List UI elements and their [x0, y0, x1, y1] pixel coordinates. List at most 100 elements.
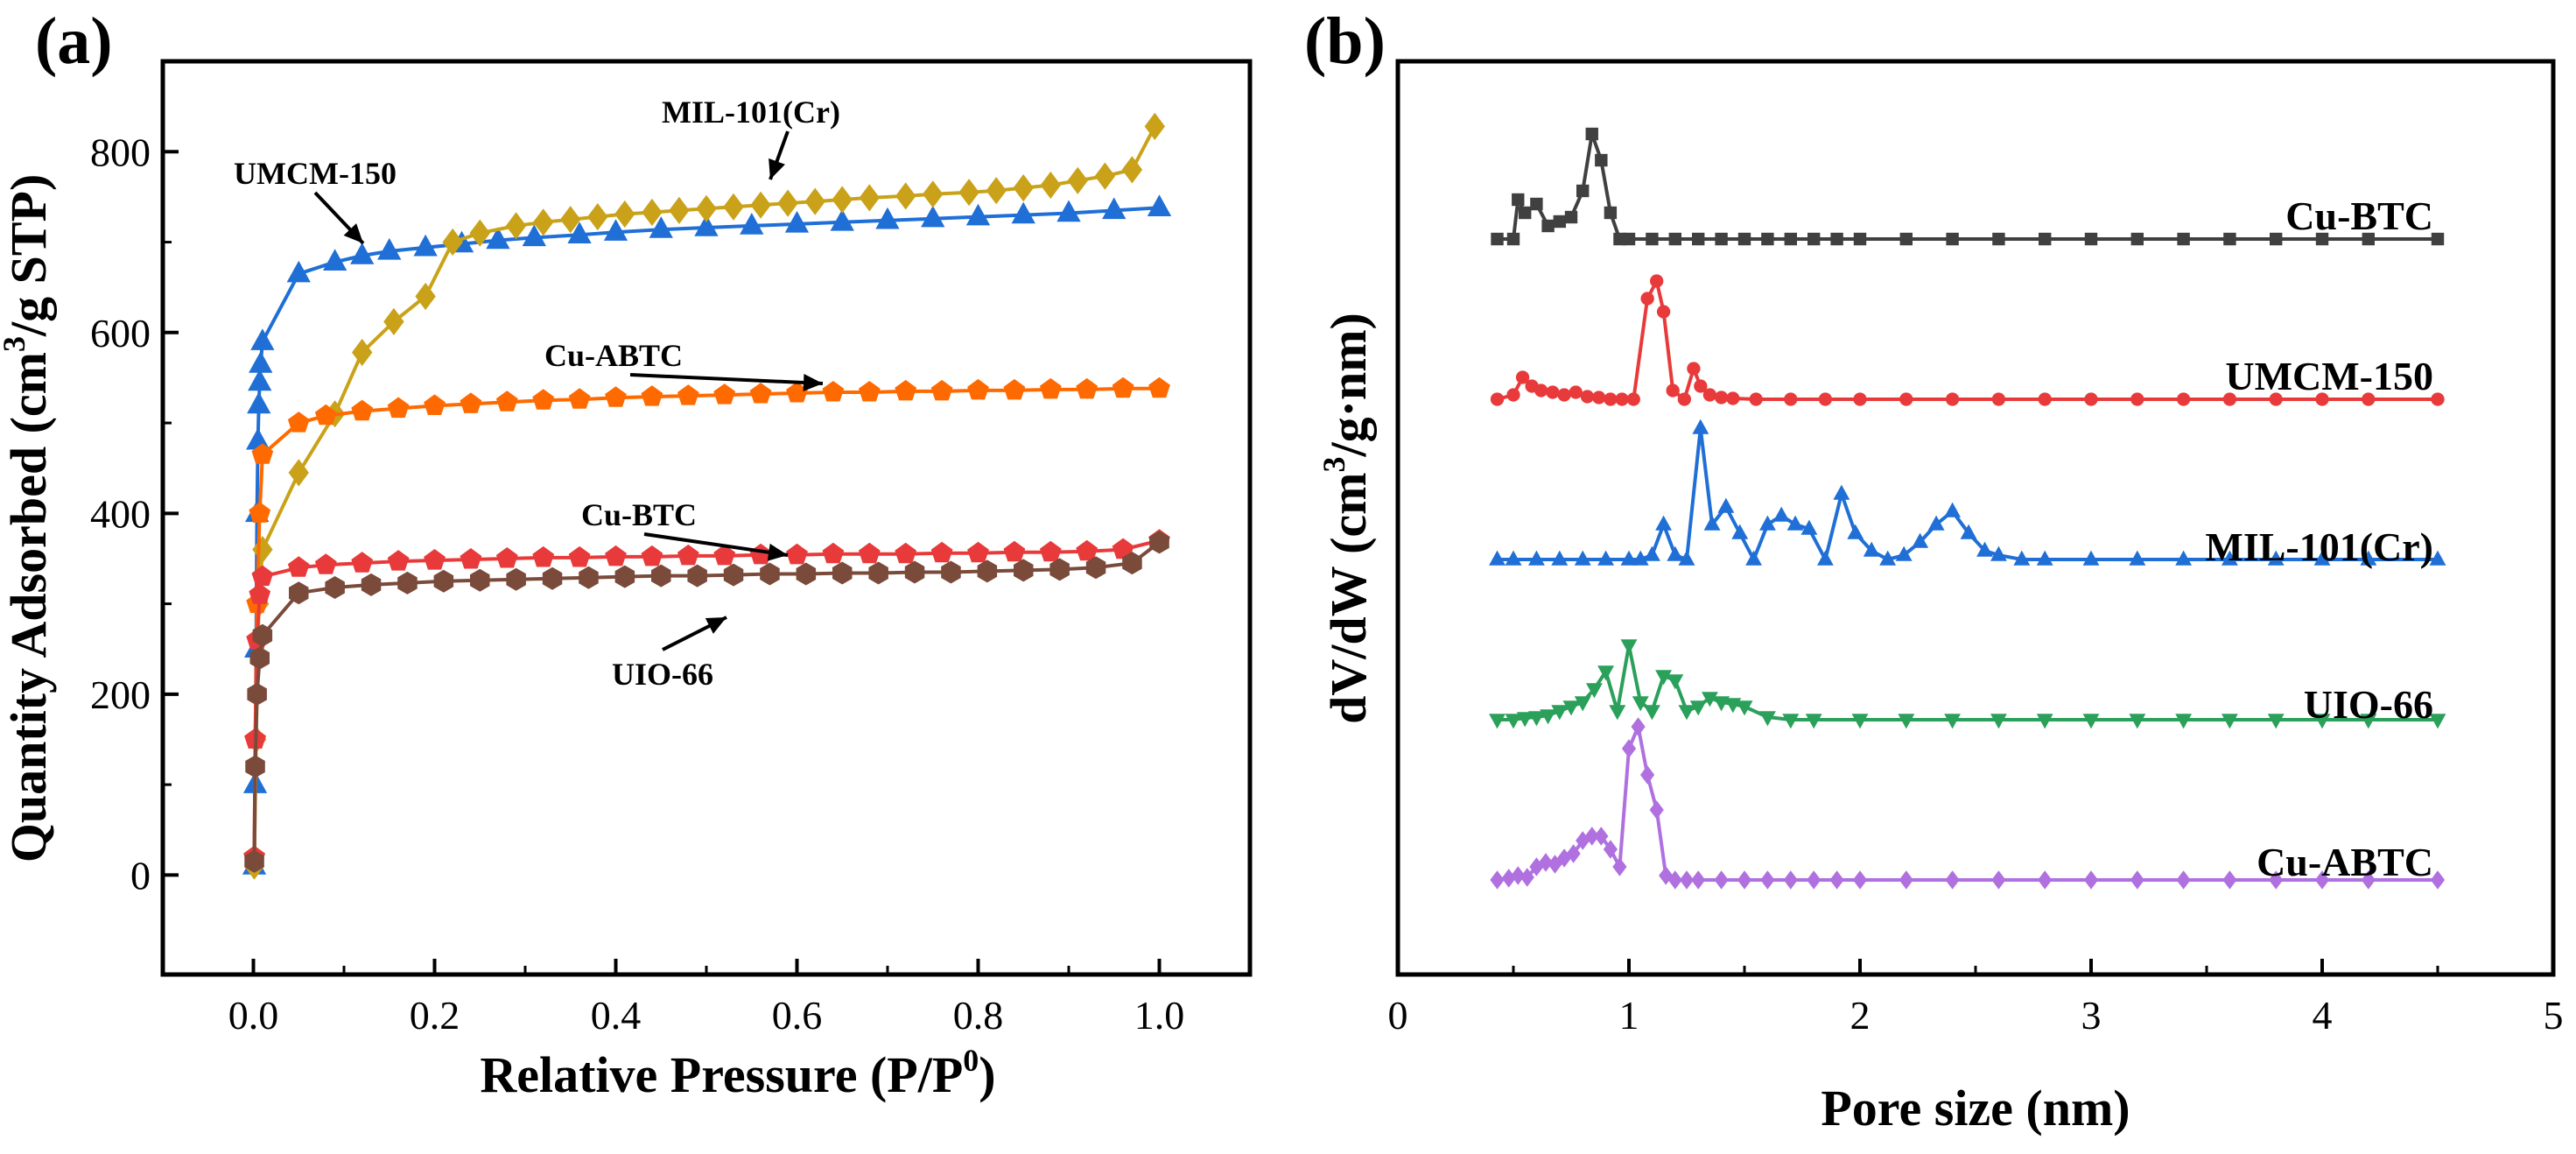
data-point [1912, 532, 1929, 548]
data-point [967, 378, 989, 400]
data-point [532, 545, 555, 567]
data-point [1489, 714, 1506, 729]
data-point [1003, 540, 1026, 562]
data-point [287, 556, 310, 577]
data-point [858, 542, 881, 564]
data-point [669, 196, 690, 224]
data-point [875, 207, 900, 229]
data-point [2315, 392, 2329, 406]
panel-b-ticks: 0 1 2 3 4 5 [1388, 959, 2564, 1038]
data-point [642, 198, 663, 227]
y-tick-label: 800 [90, 130, 151, 174]
y-tick-label: 600 [90, 311, 151, 355]
data-point [2269, 870, 2284, 890]
data-point [930, 541, 953, 563]
data-point [1603, 840, 1618, 859]
series-line [252, 125, 1157, 867]
data-point [1548, 855, 1562, 874]
data-point [1737, 232, 1751, 246]
data-point [1692, 232, 1705, 246]
data-point [1534, 383, 1548, 398]
data-point [377, 237, 402, 260]
data-point [1112, 538, 1134, 559]
data-point [1584, 827, 1599, 846]
data-point [694, 215, 719, 236]
data-point [1946, 232, 1959, 246]
data-point [1515, 370, 1530, 384]
data-point [587, 203, 608, 231]
y-tick-label: 0 [130, 853, 151, 897]
data-point [1490, 392, 1505, 406]
data-point [289, 581, 309, 605]
data-point [1511, 866, 1526, 885]
data-point [740, 213, 764, 235]
data-point [2431, 232, 2445, 246]
series-cu-btc [1491, 127, 2445, 246]
data-point [1737, 870, 1752, 890]
data-point [1076, 539, 1098, 561]
data-point [1702, 692, 1718, 707]
data-point [2314, 870, 2330, 890]
data-point [1604, 392, 1618, 406]
series-umcm-150 [1490, 274, 2445, 406]
data-point [1991, 392, 2006, 406]
y-tick-label: 200 [90, 672, 151, 717]
data-point [1644, 705, 1660, 721]
data-point [245, 755, 265, 778]
data-point [1516, 712, 1534, 728]
data-point [470, 568, 490, 592]
data-point [1679, 870, 1695, 890]
data-point [424, 549, 446, 570]
series-line [252, 538, 1160, 857]
data-point [1666, 383, 1680, 398]
data-point [696, 194, 717, 222]
data-point [2429, 550, 2446, 566]
data-point [1805, 714, 1822, 729]
data-point [1011, 201, 1035, 224]
data-point [1715, 232, 1728, 246]
data-point [2360, 714, 2377, 729]
data-point [2222, 392, 2237, 406]
data-point [2038, 392, 2052, 406]
data-point [614, 565, 635, 588]
data-point [1505, 550, 1522, 566]
data-point [433, 569, 454, 593]
data-point [1491, 232, 1504, 246]
data-point [1745, 550, 1762, 566]
data-point [1659, 866, 1674, 885]
data-point [1944, 714, 1961, 729]
data-point [1807, 232, 1821, 246]
data-point [1736, 700, 1753, 716]
annotation-arrow [629, 373, 824, 391]
data-point [1528, 550, 1545, 566]
data-point [1490, 870, 1505, 890]
data-point [687, 564, 707, 588]
data-point [352, 338, 373, 367]
data-point [1530, 197, 1543, 211]
data-point [830, 208, 854, 231]
data-point [1895, 545, 1913, 561]
data-point [1592, 391, 1606, 405]
data-point [1991, 870, 2006, 890]
annotation-arrow [313, 191, 365, 245]
data-point [967, 541, 989, 563]
data-point [1040, 171, 1061, 200]
data-point [1595, 153, 1608, 167]
data-point [1566, 844, 1581, 863]
panel-b-series [1489, 127, 2446, 890]
annotation-arrow [643, 532, 789, 561]
data-point [350, 243, 375, 264]
data-point [486, 227, 510, 250]
data-point [895, 379, 917, 401]
data-point [1622, 232, 1636, 246]
data-point [2430, 870, 2446, 890]
data-point [1759, 711, 1776, 727]
data-point [1726, 391, 1740, 405]
data-point [641, 385, 663, 406]
data-point [1667, 870, 1682, 890]
data-point [2129, 550, 2146, 566]
data-point [2313, 714, 2331, 729]
data-point [413, 234, 438, 257]
data-point [1562, 700, 1580, 716]
x-tick-label: 0.4 [591, 993, 642, 1038]
